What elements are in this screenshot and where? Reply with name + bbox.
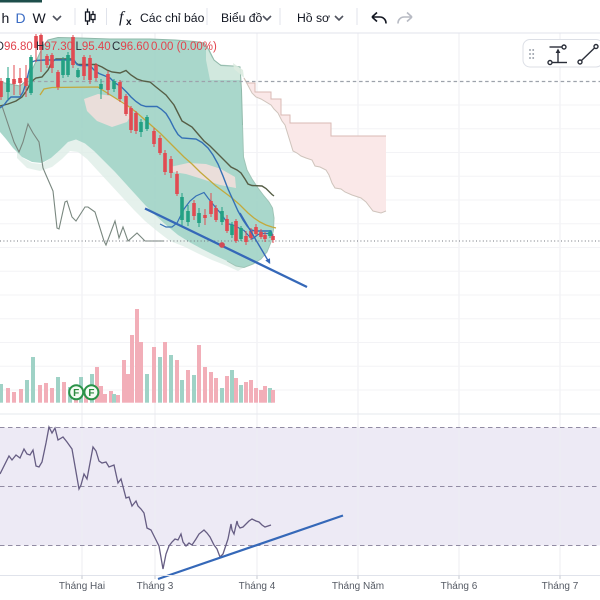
svg-text:x: x xyxy=(126,17,132,28)
svg-text:F: F xyxy=(73,388,79,399)
svg-text:D: D xyxy=(16,10,26,26)
svg-text:Tháng 4: Tháng 4 xyxy=(239,581,276,592)
svg-text:Các chỉ báo: Các chỉ báo xyxy=(140,11,205,25)
svg-text:Tháng 7: Tháng 7 xyxy=(542,581,579,592)
svg-text:Tháng Hai: Tháng Hai xyxy=(59,581,105,592)
svg-text:F: F xyxy=(88,388,94,399)
svg-text:Tháng 6: Tháng 6 xyxy=(441,581,478,592)
svg-text:Tháng 3: Tháng 3 xyxy=(137,581,174,592)
svg-text:W: W xyxy=(33,10,47,26)
svg-text:Biểu đồ: Biểu đồ xyxy=(221,11,263,25)
svg-text:f: f xyxy=(119,9,126,26)
svg-text:Hồ sơ: Hồ sơ xyxy=(297,11,330,25)
svg-text:Tháng Năm: Tháng Năm xyxy=(332,581,384,592)
svg-text:h: h xyxy=(2,10,10,26)
